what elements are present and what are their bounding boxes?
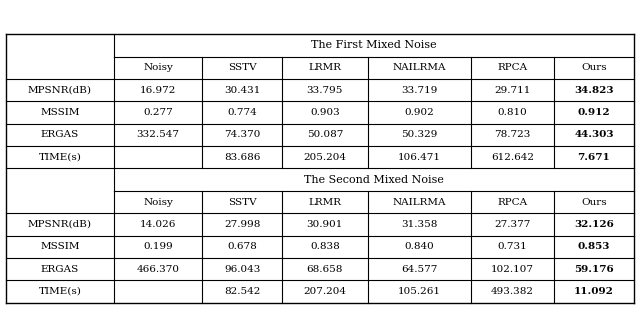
Text: 0.277: 0.277 [143, 108, 173, 117]
Text: 0.774: 0.774 [227, 108, 257, 117]
Text: TIME(s): TIME(s) [38, 287, 81, 296]
Text: 0.853: 0.853 [578, 242, 610, 251]
Text: MPSNR(dB): MPSNR(dB) [28, 220, 92, 229]
Text: Noisy: Noisy [143, 197, 173, 207]
Text: LRMR: LRMR [308, 197, 341, 207]
Text: ERGAS: ERGAS [41, 130, 79, 139]
Text: 30.901: 30.901 [307, 220, 343, 229]
Text: 29.711: 29.711 [494, 86, 531, 95]
Text: 332.547: 332.547 [136, 130, 180, 139]
Text: 466.370: 466.370 [136, 265, 180, 274]
Text: 0.902: 0.902 [404, 108, 434, 117]
Text: 59.176: 59.176 [574, 265, 614, 274]
Text: 82.542: 82.542 [224, 287, 260, 296]
Text: 34.823: 34.823 [574, 86, 614, 95]
Text: 64.577: 64.577 [401, 265, 437, 274]
Text: TIME(s): TIME(s) [38, 153, 81, 162]
Text: 0.840: 0.840 [404, 242, 434, 251]
Text: 27.377: 27.377 [494, 220, 531, 229]
Text: 16.972: 16.972 [140, 86, 176, 95]
Text: Noisy: Noisy [143, 63, 173, 72]
Text: NAILRMA: NAILRMA [392, 63, 446, 72]
Text: 96.043: 96.043 [224, 265, 260, 274]
Text: The Second Mixed Noise: The Second Mixed Noise [303, 175, 444, 185]
Text: 493.382: 493.382 [491, 287, 534, 296]
Text: 11.092: 11.092 [574, 287, 614, 296]
Text: 83.686: 83.686 [224, 153, 260, 162]
Text: 0.731: 0.731 [498, 242, 527, 251]
Text: RPCA: RPCA [497, 63, 527, 72]
Text: 78.723: 78.723 [494, 130, 531, 139]
Text: 27.998: 27.998 [224, 220, 260, 229]
Text: RPCA: RPCA [497, 197, 527, 207]
Text: 106.471: 106.471 [397, 153, 441, 162]
Text: 68.658: 68.658 [307, 265, 343, 274]
Text: 7.671: 7.671 [577, 153, 611, 162]
Text: 0.903: 0.903 [310, 108, 340, 117]
Text: 31.358: 31.358 [401, 220, 437, 229]
Text: Ours: Ours [581, 197, 607, 207]
Text: 105.261: 105.261 [397, 287, 441, 296]
Text: ERGAS: ERGAS [41, 265, 79, 274]
Text: SSTV: SSTV [228, 63, 257, 72]
Text: 74.370: 74.370 [224, 130, 260, 139]
Text: LRMR: LRMR [308, 63, 341, 72]
Text: 33.719: 33.719 [401, 86, 437, 95]
Text: Ours: Ours [581, 63, 607, 72]
Text: 207.204: 207.204 [303, 287, 346, 296]
Text: 30.431: 30.431 [224, 86, 260, 95]
Text: The First Mixed Noise: The First Mixed Noise [311, 41, 436, 51]
Text: 612.642: 612.642 [491, 153, 534, 162]
Text: 33.795: 33.795 [307, 86, 343, 95]
Text: 0.912: 0.912 [577, 108, 610, 117]
Text: MPSNR(dB): MPSNR(dB) [28, 86, 92, 95]
Text: 32.126: 32.126 [574, 220, 614, 229]
Text: MSSIM: MSSIM [40, 108, 80, 117]
Text: 0.678: 0.678 [227, 242, 257, 251]
Text: 102.107: 102.107 [491, 265, 534, 274]
Text: SSTV: SSTV [228, 197, 257, 207]
Text: 0.838: 0.838 [310, 242, 340, 251]
Text: 44.303: 44.303 [574, 130, 614, 139]
Text: 0.810: 0.810 [498, 108, 527, 117]
Text: 50.329: 50.329 [401, 130, 437, 139]
Text: 14.026: 14.026 [140, 220, 176, 229]
Text: MSSIM: MSSIM [40, 242, 80, 251]
Text: NAILRMA: NAILRMA [392, 197, 446, 207]
Text: 0.199: 0.199 [143, 242, 173, 251]
Text: 205.204: 205.204 [303, 153, 346, 162]
Text: 50.087: 50.087 [307, 130, 343, 139]
